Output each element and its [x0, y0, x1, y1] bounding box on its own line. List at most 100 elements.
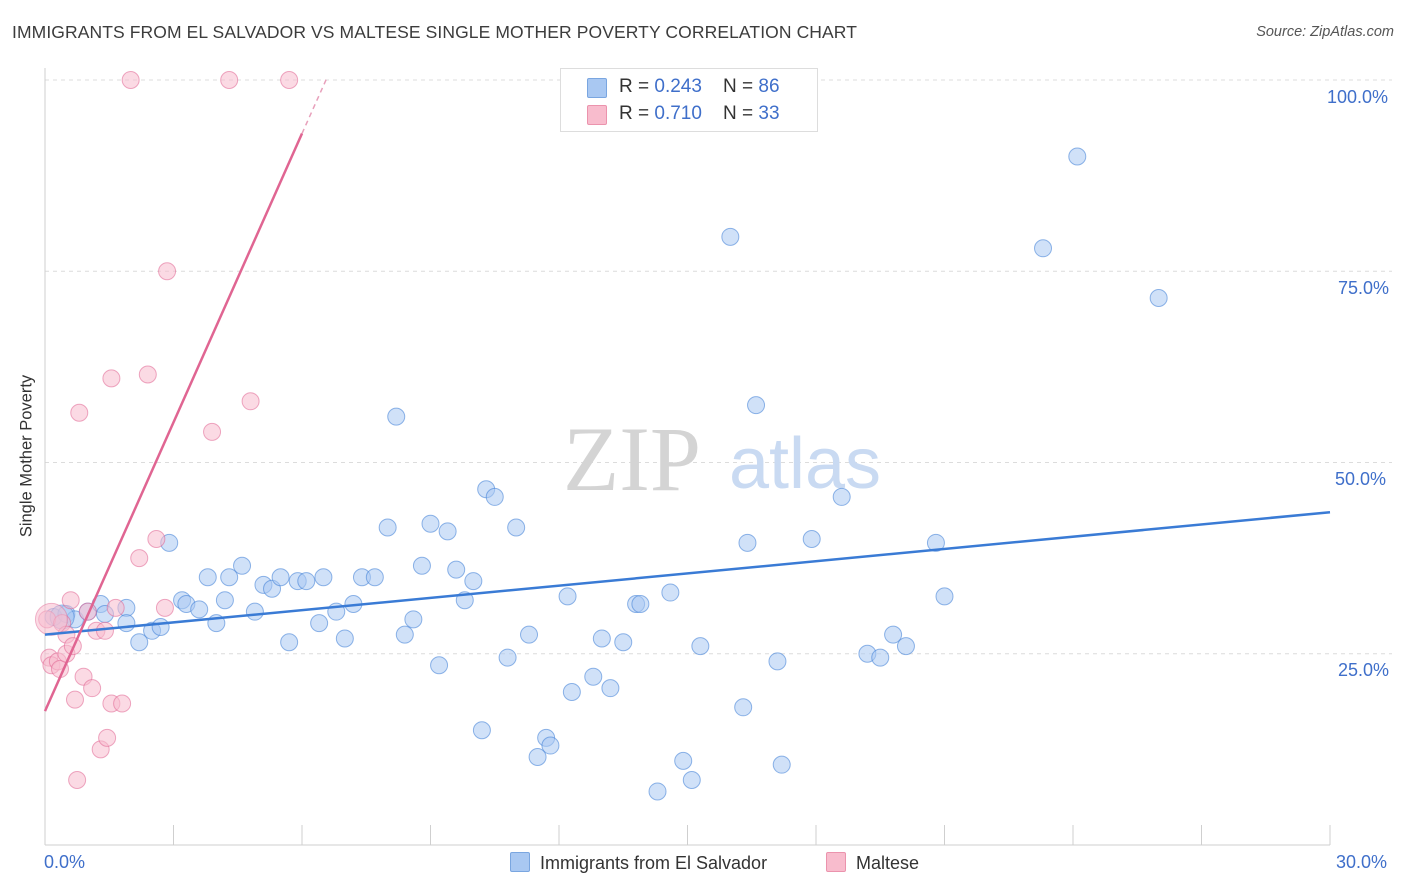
bottom-legend-swatch-el-salvador [510, 852, 530, 872]
data-point-el-salvador [721, 227, 740, 246]
watermark: ZIP atlas [563, 408, 881, 510]
legend-n-value: 86 [758, 76, 780, 97]
data-point-maltese [65, 690, 84, 709]
legend-n-label: N = [723, 103, 759, 124]
bottom-legend-label-maltese: Maltese [856, 853, 920, 873]
data-point-el-salvador [584, 667, 603, 686]
data-point-el-salvador [871, 648, 890, 667]
data-point-maltese [138, 365, 157, 384]
data-point-el-salvador [297, 572, 316, 591]
data-point-el-salvador [447, 560, 466, 579]
data-point-el-salvador [738, 533, 757, 552]
data-point-el-salvador [130, 633, 149, 652]
data-point-maltese [102, 369, 121, 388]
data-point-el-salvador [198, 568, 217, 587]
trendline-maltese-extension [301, 75, 329, 134]
data-point-el-salvador [438, 522, 457, 541]
gridlines [45, 79, 1392, 655]
data-point-el-salvador [507, 518, 526, 537]
data-point-el-salvador [271, 568, 290, 587]
legend-stats-el-salvador: R = 0.243 N = 86 [619, 76, 780, 98]
data-point-el-salvador [592, 629, 611, 648]
data-point-el-salvador [498, 648, 517, 667]
data-point-el-salvador [220, 568, 239, 587]
data-point-maltese [121, 71, 140, 89]
data-point-el-salvador [935, 587, 954, 606]
data-point-el-salvador [280, 633, 299, 652]
trendline-el-salvador [44, 510, 1331, 636]
data-point-maltese [280, 71, 299, 89]
data-point-el-salvador [233, 556, 252, 575]
data-point-el-salvador [310, 614, 329, 633]
data-point-el-salvador [314, 568, 333, 587]
data-point-el-salvador [541, 736, 560, 755]
data-point-el-salvador [691, 637, 710, 656]
data-point-maltese [155, 598, 174, 617]
bottom-legend-swatch-maltese [826, 852, 846, 872]
y-tick-label-75: 75.0% [1338, 278, 1390, 298]
legend-stats-maltese: R = 0.710 N = 33 [619, 103, 780, 125]
data-point-maltese [70, 403, 89, 422]
y-tick-label-50: 50.0% [1335, 469, 1387, 489]
x-tick-label-max: 30.0% [1336, 852, 1388, 872]
stats-legend: R = 0.243 N = 86 R = 0.710 N = 33 [560, 68, 818, 132]
data-point-el-salvador [117, 614, 136, 633]
watermark-zip: ZIP [563, 408, 701, 510]
data-point-el-salvador [614, 633, 633, 652]
data-point-el-salvador [528, 748, 547, 767]
data-point-el-salvador [768, 652, 787, 671]
source-label: Source: ZipAtlas.com [1256, 24, 1394, 40]
data-point-maltese [83, 679, 102, 698]
trendlines [43, 75, 1331, 712]
legend-r-value: 0.243 [654, 76, 702, 97]
data-point-maltese [106, 598, 125, 617]
data-point-el-salvador [1149, 289, 1168, 308]
data-point-el-salvador [485, 487, 504, 506]
data-point-el-salvador [190, 600, 209, 619]
data-point-el-salvador [562, 683, 581, 701]
data-point-el-salvador [896, 637, 915, 656]
data-point-el-salvador [335, 629, 354, 648]
data-point-el-salvador [378, 518, 397, 537]
data-point-el-salvador [772, 755, 791, 774]
data-point-el-salvador [412, 556, 431, 575]
legend-n-value: 33 [758, 103, 780, 124]
data-point-el-salvador [648, 782, 667, 801]
bottom-legend-label-el-salvador: Immigrants from El Salvador [540, 853, 768, 873]
data-point-el-salvador [472, 721, 491, 740]
data-point-maltese [130, 549, 149, 568]
legend-swatch-maltese [587, 105, 607, 125]
data-point-maltese [113, 694, 132, 713]
data-point-el-salvador [404, 610, 423, 629]
chart-title: IMMIGRANTS FROM EL SALVADOR VS MALTESE S… [12, 22, 858, 42]
data-point-el-salvador [631, 595, 650, 614]
legend-n-label: N = [723, 76, 759, 97]
axes [44, 68, 1331, 846]
data-point-el-salvador [682, 770, 701, 789]
legend-r-value: 0.710 [654, 103, 702, 124]
data-point-maltese [61, 591, 80, 610]
bottom-legend-el-salvador: Immigrants from El Salvador [510, 852, 767, 874]
data-point-el-salvador [674, 751, 693, 770]
data-point-el-salvador [661, 583, 680, 602]
data-point-el-salvador [558, 587, 577, 606]
data-point-el-salvador [245, 602, 264, 621]
data-point-el-salvador [387, 407, 406, 426]
y-tick-label-100: 100.0% [1327, 87, 1389, 107]
data-point-el-salvador [215, 591, 234, 610]
x-tick-label-min: 0.0% [44, 852, 86, 872]
data-point-el-salvador [421, 514, 440, 533]
data-point-el-salvador [926, 533, 945, 552]
data-point-el-salvador [734, 698, 753, 717]
data-point-maltese-cluster [34, 602, 68, 636]
data-point-maltese [203, 422, 222, 441]
data-point-el-salvador [464, 572, 483, 591]
trendline-maltese [43, 133, 304, 712]
data-point-maltese [98, 728, 117, 747]
data-point-maltese [68, 770, 87, 789]
watermark-atlas: atlas [729, 424, 881, 504]
bottom-legend-maltese: Maltese [826, 852, 919, 874]
data-point-el-salvador [832, 487, 851, 506]
data-point-maltese [147, 530, 166, 548]
